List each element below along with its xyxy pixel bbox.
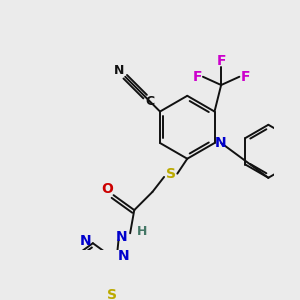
Text: N: N: [117, 249, 129, 263]
Text: O: O: [101, 182, 113, 197]
Text: H: H: [136, 225, 147, 238]
Text: F: F: [240, 70, 250, 84]
Text: N: N: [214, 136, 226, 150]
Text: S: S: [166, 167, 176, 181]
Text: S: S: [106, 288, 117, 300]
Text: C: C: [146, 95, 154, 108]
Text: F: F: [192, 70, 202, 84]
Text: N: N: [114, 64, 124, 77]
Text: N: N: [116, 230, 128, 244]
Text: N: N: [80, 234, 91, 248]
Text: F: F: [216, 54, 226, 68]
